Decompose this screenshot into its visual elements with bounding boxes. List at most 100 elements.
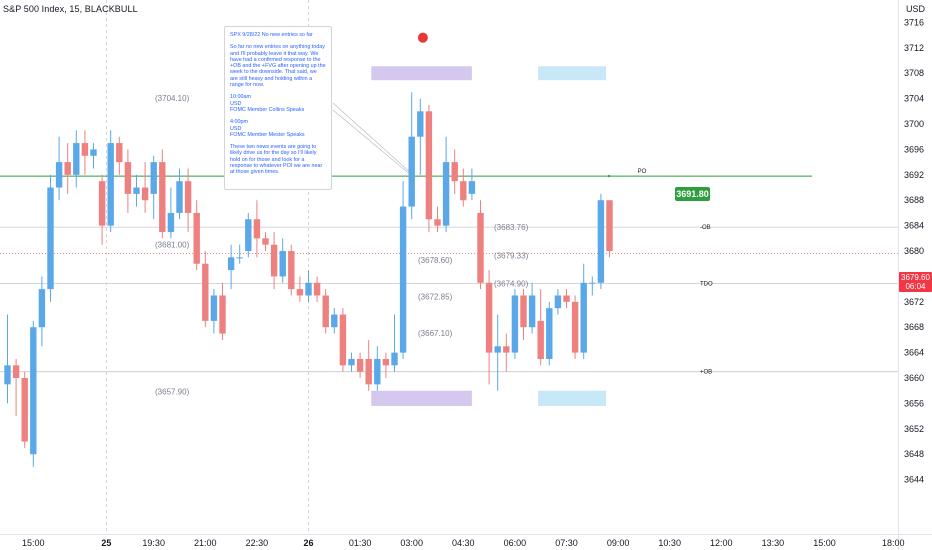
candle [477, 200, 484, 290]
y-tick-label: 3696 [904, 144, 924, 154]
po-price-badge: 3691.80 [675, 187, 710, 201]
candle-body [382, 358, 390, 366]
candle-body [202, 263, 209, 321]
candle-body [477, 212, 484, 283]
note-paragraph: SPX 9/28/22 No new entries so far [230, 32, 313, 38]
candle-body [90, 149, 97, 156]
y-tick-label: 3652 [904, 424, 924, 434]
candle [356, 352, 364, 379]
candle [451, 149, 458, 194]
candle-body [606, 200, 613, 252]
candle-body [322, 295, 329, 328]
price-annotation: (3667.10) [418, 329, 453, 338]
price-annotation: (3679.33) [494, 251, 529, 260]
candle-body [554, 295, 562, 309]
candle [21, 371, 28, 448]
candle [520, 289, 527, 340]
y-tick-label: 3664 [904, 348, 924, 358]
candle-body [73, 143, 80, 175]
candle-body [356, 358, 364, 372]
candle [150, 155, 157, 220]
candle [227, 244, 235, 290]
note-connector [332, 109, 413, 177]
zone-purple-top [371, 66, 472, 81]
candle-body [528, 295, 536, 328]
candle-body [589, 282, 596, 284]
candle-body [262, 238, 269, 245]
candle-body [442, 162, 450, 226]
candle [133, 174, 140, 207]
po-level-label: PO [638, 169, 647, 175]
candle [322, 289, 329, 334]
note-box[interactable]: SPX 9/28/22 No new entries so far So far… [224, 26, 332, 190]
note-connector [332, 102, 413, 175]
candle [219, 282, 226, 340]
candle [202, 251, 209, 328]
candle [30, 320, 37, 467]
candle-body [485, 282, 493, 353]
candle [589, 276, 596, 296]
candle [159, 149, 166, 239]
note-paragraph: 4:00pm USD FOMC Member Mester Speaks [230, 119, 305, 138]
event-marker [417, 32, 428, 43]
candle [460, 168, 467, 207]
candle-body [365, 358, 372, 385]
candle-body [133, 187, 140, 194]
candle-body [38, 289, 46, 328]
price-annotation: (3704.10) [155, 94, 190, 103]
candle [313, 276, 321, 302]
candle-body [374, 358, 381, 385]
candle [107, 130, 114, 232]
candle [580, 263, 587, 359]
candle [511, 289, 519, 359]
candle [141, 162, 149, 213]
candle [167, 187, 175, 239]
note-paragraph: These two news events are going to likel… [230, 144, 323, 176]
candle [391, 314, 398, 372]
candle [494, 314, 501, 391]
symbol-title[interactable]: S&P 500 Index, 15, BLACKBULL [3, 4, 138, 14]
price-annotation: (3683.76) [494, 223, 529, 232]
zone-purple-bottom [371, 390, 472, 406]
candle-body [141, 187, 149, 201]
candle-body [434, 219, 441, 226]
candle [124, 149, 132, 213]
x-tick-label: 10:30 [658, 538, 681, 548]
level-lines: PO -OB TDO +OB [0, 169, 898, 376]
price-annotation: (3678.60) [418, 256, 453, 265]
candle [399, 181, 407, 359]
candle-body [47, 187, 54, 290]
candle-body [460, 181, 467, 201]
candle [442, 136, 450, 232]
y-tick-label: 3648 [904, 449, 924, 459]
candle-body [520, 295, 527, 328]
candle [55, 136, 63, 201]
candle [554, 289, 562, 315]
candle-body [305, 282, 312, 296]
candle-body [219, 295, 226, 334]
candle-body [425, 111, 433, 220]
candle [408, 92, 415, 220]
y-tick-label: 3692 [904, 170, 924, 180]
candle-body [503, 346, 510, 353]
candle-body [451, 162, 458, 182]
level-label: TDO [700, 281, 713, 287]
candle-body [4, 365, 11, 385]
candle [417, 98, 424, 175]
grid [105, 0, 309, 534]
candle [236, 244, 243, 264]
candle-body [494, 346, 501, 353]
price-annotation: (3657.90) [155, 387, 190, 396]
candle [331, 308, 338, 334]
y-tick-label: 3700 [904, 119, 924, 129]
price-annotations: (3704.10) (3681.00) (3657.90) (3683.76) (367… [155, 94, 529, 396]
candle [210, 289, 218, 334]
x-tick-label: 15:00 [813, 538, 836, 548]
candle [73, 130, 80, 188]
candle-body [253, 219, 261, 239]
candle-body [167, 212, 175, 232]
y-tick-label: 3660 [904, 373, 924, 383]
